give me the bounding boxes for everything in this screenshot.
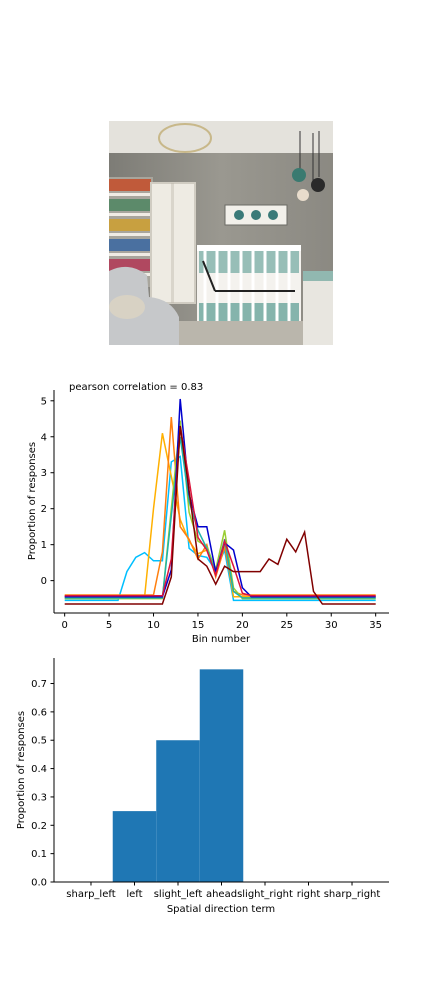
bar-left (112, 811, 157, 882)
x-tick-label: sharp_right (324, 889, 381, 900)
bar-chart-bars-group (112, 669, 244, 882)
bar-slight_left (156, 740, 200, 882)
y-tick-label: 0.0 (31, 878, 47, 889)
line-chart-y-ticks: 0 1 2 3 4 5 (41, 396, 54, 587)
bar-chart-xlabel: Spatial direction term (167, 904, 275, 915)
door-icon (151, 183, 195, 303)
line-chart-series-group (64, 398, 376, 605)
y-tick-label: 0.1 (31, 849, 47, 860)
y-tick-label: 4 (41, 432, 47, 443)
x-tick-label: 15 (192, 620, 205, 631)
line-series-6 (64, 425, 376, 597)
x-tick-label: 25 (280, 620, 293, 631)
x-tick-label: slight_left (154, 889, 203, 900)
y-tick-label: 0.5 (31, 736, 47, 747)
crib-icon (197, 245, 301, 327)
y-tick-label: 0.6 (31, 707, 47, 718)
bar-ahead (199, 669, 244, 882)
dresser-icon (303, 271, 333, 345)
line-chart-ylabel: Proportion of responses (27, 442, 38, 560)
line-chart-x-ticks: 0 5 10 15 20 25 30 35 (61, 613, 382, 631)
y-tick-label: 0 (41, 576, 47, 587)
y-tick-label: 1 (41, 540, 47, 551)
line-series-5 (64, 398, 376, 598)
y-tick-label: 0.2 (31, 821, 47, 832)
line-series-3 (64, 420, 376, 600)
bar-chart-ylabel: Proportion of responses (16, 711, 27, 829)
x-tick-label: sharp_left (66, 889, 115, 900)
line-chart-title: pearson correlation = 0.83 (69, 382, 203, 393)
chandelier-icon (158, 123, 212, 153)
y-tick-label: 0.3 (31, 792, 47, 803)
bar-chart-y-ticks: 0.0 0.1 0.2 0.3 0.4 0.5 0.6 0.7 (31, 679, 54, 889)
line-series-0 (64, 455, 376, 602)
bar-chart: sharp_left left slight_left ahead slight_rig… (16, 658, 389, 915)
line-series-2 (64, 416, 376, 596)
y-tick-label: 0.4 (31, 764, 47, 775)
x-tick-label: 0 (61, 620, 67, 631)
y-tick-label: 5 (41, 396, 47, 407)
mobile-icon (292, 168, 306, 182)
x-tick-label: 30 (325, 620, 338, 631)
line-series-7 (64, 425, 376, 605)
x-tick-label: slight_right (237, 889, 293, 900)
y-tick-label: 0.7 (31, 679, 47, 690)
bookshelf-icon (109, 179, 151, 276)
x-tick-label: 20 (236, 620, 249, 631)
y-tick-label: 3 (41, 468, 47, 479)
x-tick-label: 5 (106, 620, 112, 631)
x-tick-label: right (297, 889, 321, 900)
line-chart: pearson correlation = 0.83 0 5 10 15 20 25 30 3… (27, 382, 389, 645)
x-tick-label: ahead (206, 889, 237, 900)
bar-chart-x-ticks: sharp_left left slight_left ahead slight_rig… (66, 882, 380, 900)
x-tick-label: left (126, 889, 142, 900)
y-tick-label: 2 (41, 504, 47, 515)
x-tick-label: 10 (147, 620, 160, 631)
line-series-1 (64, 433, 376, 598)
nursery-room-photo (109, 121, 333, 345)
line-chart-xlabel: Bin number (192, 634, 251, 645)
x-tick-label: 35 (369, 620, 382, 631)
